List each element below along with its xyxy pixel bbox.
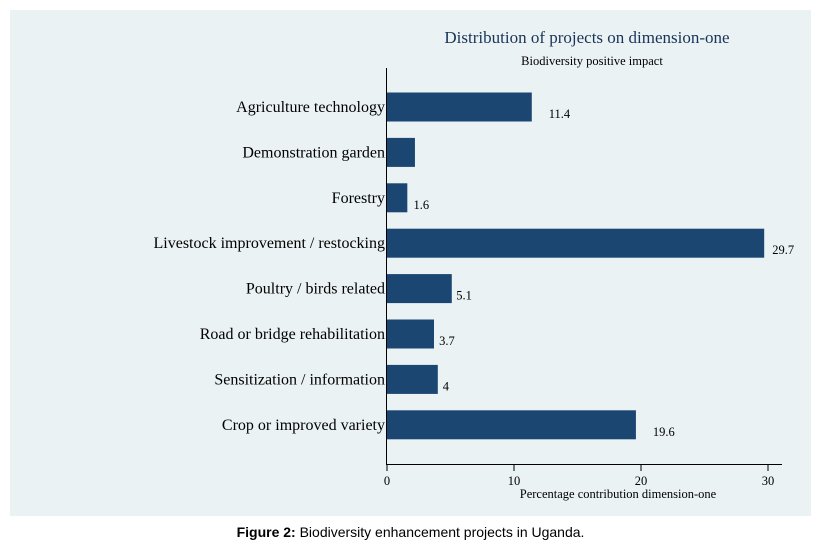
category-label-sensitization-information: Sensitization / information <box>214 371 385 388</box>
category-label-agriculture-technology: Agriculture technology <box>236 99 385 116</box>
bar-livestock-improvement-restocking <box>387 228 765 258</box>
x-axis-label: Percentage contribution dimension-one <box>520 487 717 501</box>
figure-caption: Figure 2: Biodiversity enhancement proje… <box>0 524 821 540</box>
bar-demonstration-garden <box>387 137 415 167</box>
value-label-livestock-improvement-restocking: 29.7 <box>772 243 794 257</box>
value-label-agriculture-technology: 11.4 <box>549 107 571 121</box>
category-label-demonstration-garden: Demonstration garden <box>242 144 385 161</box>
bar-crop-or-improved-variety <box>387 410 636 440</box>
bar-sensitization-information <box>387 364 438 394</box>
x-tick-label-0: 0 <box>384 474 390 488</box>
x-tick-label-30: 30 <box>762 474 775 488</box>
x-tick-label-20: 20 <box>635 474 648 488</box>
x-axis-ticks: 0 10 20 30 <box>384 465 774 488</box>
value-label-poultry-birds-related: 5.1 <box>456 289 472 303</box>
caption-text: Biodiversity enhancement projects in Uga… <box>295 524 585 540</box>
bar-chart: Distribution of projects on dimension-on… <box>154 28 795 501</box>
value-label-road-or-bridge-rehabilitation: 3.7 <box>439 334 455 348</box>
value-label-forestry: 1.6 <box>414 198 430 212</box>
category-label-poultry-birds-related: Poultry / birds related <box>246 281 385 298</box>
bar-road-or-bridge-rehabilitation <box>387 319 434 349</box>
x-tick-label-10: 10 <box>508 474 521 488</box>
category-label-road-or-bridge-rehabilitation: Road or bridge rehabilitation <box>200 326 385 343</box>
bar-agriculture-technology <box>387 92 532 122</box>
chart-subtitle: Biodiversity positive impact <box>521 54 663 68</box>
value-label-sensitization-information: 4 <box>443 379 450 393</box>
bars-group: Agriculture technology 11.4 Demonstration … <box>154 92 794 440</box>
caption-label: Figure 2: <box>236 524 296 540</box>
value-label-crop-or-improved-variety: 19.6 <box>653 425 675 439</box>
bar-poultry-birds-related <box>387 274 452 304</box>
chart-panel: Distribution of projects on dimension-on… <box>10 10 811 516</box>
chart-title: Distribution of projects on dimension-on… <box>444 28 729 47</box>
category-label-livestock-improvement-restocking: Livestock improvement / restocking <box>154 235 386 252</box>
category-label-forestry: Forestry <box>332 190 385 207</box>
bar-forestry <box>387 183 408 213</box>
category-label-crop-or-improved-variety: Crop or improved variety <box>222 417 385 434</box>
